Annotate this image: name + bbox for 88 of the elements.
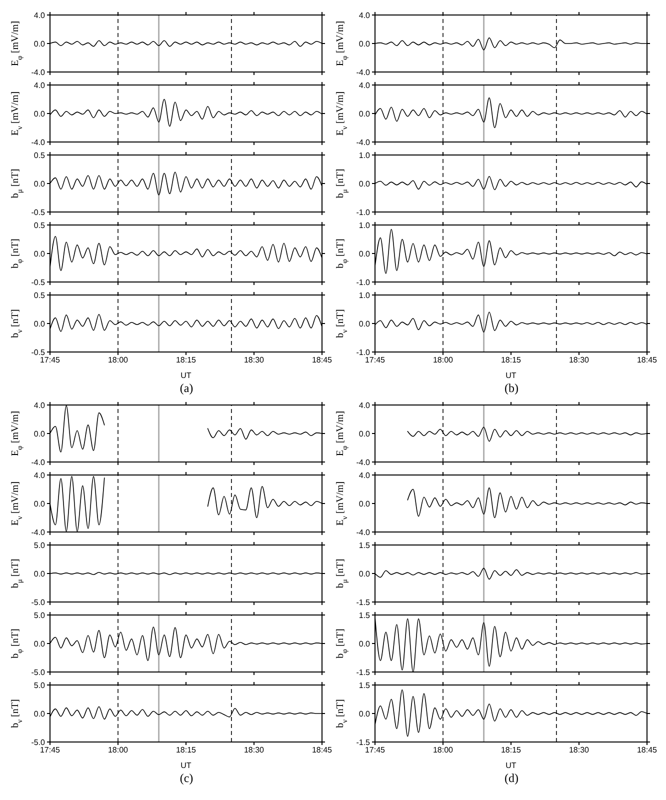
y-tick-label: 0.0 xyxy=(358,499,371,508)
x-tick-label: 18:45 xyxy=(636,746,658,755)
y-tick-label: 4.0 xyxy=(34,470,46,480)
y-tick-label: 0.0 xyxy=(358,249,371,258)
y-tick-label: 4.0 xyxy=(358,10,371,20)
x-tick-label: 18:00 xyxy=(432,356,454,365)
y-tick-label: -4.0 xyxy=(356,458,371,467)
y-tick-label: 1.5 xyxy=(358,540,371,550)
y-tick-label: 0.0 xyxy=(34,429,46,438)
y-tick-label: 0.0 xyxy=(358,179,371,188)
x-tick-label: 18:30 xyxy=(244,746,265,755)
y-tick-label: -0.5 xyxy=(31,208,46,217)
y-tick-label: -5.0 xyxy=(31,668,46,677)
x-tick-label: 18:30 xyxy=(568,746,590,755)
x-tick-label: 18:15 xyxy=(500,746,522,755)
y-tick-label: -4.0 xyxy=(31,68,46,77)
x-axis-title: UT xyxy=(506,371,516,380)
y-tick-label: -4.0 xyxy=(31,528,46,537)
x-axis-title: UT xyxy=(506,761,516,770)
x-tick-label: 18:00 xyxy=(108,746,129,755)
y-tick-label: 0.0 xyxy=(34,639,46,648)
y-tick-label: 1.0 xyxy=(358,290,371,300)
y-tick-label: 0.0 xyxy=(34,249,46,258)
y-tick-label: 0.5 xyxy=(34,220,46,230)
y-tick-label: 0.0 xyxy=(358,639,371,648)
y-tick-label: -4.0 xyxy=(31,458,46,467)
x-tick-label: 18:15 xyxy=(176,356,197,365)
y-tick-label: -1.5 xyxy=(356,598,371,607)
y-tick-label: 1.0 xyxy=(358,220,371,230)
y-tick-label: 0.0 xyxy=(358,109,371,118)
x-tick-label: 18:15 xyxy=(500,356,522,365)
y-tick-label: 4.0 xyxy=(34,400,46,410)
y-tick-label: -0.5 xyxy=(31,348,46,357)
y-tick-label: -1.0 xyxy=(356,208,371,217)
x-tick-label: 18:00 xyxy=(108,356,129,365)
y-tick-label: 0.0 xyxy=(34,179,46,188)
y-tick-label: 0.0 xyxy=(358,709,371,718)
x-axis-title: UT xyxy=(180,371,192,380)
y-tick-label: -4.0 xyxy=(356,138,371,147)
text: (c) xyxy=(180,771,194,785)
y-tick-label: -4.0 xyxy=(356,68,371,77)
text: (d) xyxy=(504,771,518,785)
x-tick-label: 17:45 xyxy=(40,746,61,755)
y-tick-label: -5.0 xyxy=(31,738,46,747)
y-tick-label: -1.5 xyxy=(356,738,371,747)
y-tick-label: -1.0 xyxy=(356,348,371,357)
y-tick-label: 0.0 xyxy=(34,569,46,578)
x-tick-label: 18:00 xyxy=(432,746,454,755)
y-tick-label: 0.0 xyxy=(34,499,46,508)
y-tick-label: -5.0 xyxy=(31,598,46,607)
y-tick-label: -0.5 xyxy=(31,278,46,287)
y-tick-label: 4.0 xyxy=(34,80,46,90)
text: (a) xyxy=(180,381,194,395)
x-tick-label: 18:30 xyxy=(244,356,265,365)
y-tick-label: 0.0 xyxy=(34,109,46,118)
y-tick-label: 0.0 xyxy=(358,319,371,328)
y-tick-label: 0.0 xyxy=(358,429,371,438)
x-tick-label: 17:45 xyxy=(364,356,386,365)
y-tick-label: -1.5 xyxy=(356,668,371,677)
x-tick-label: 18:45 xyxy=(636,356,658,365)
x-tick-label: 18:15 xyxy=(176,746,197,755)
y-tick-label: 0.5 xyxy=(34,150,46,160)
y-tick-label: 5.0 xyxy=(34,680,46,690)
y-tick-label: 1.5 xyxy=(358,680,371,690)
x-tick-label: 18:45 xyxy=(312,356,333,365)
y-tick-label: 0.0 xyxy=(358,569,371,578)
y-tick-label: 4.0 xyxy=(358,80,371,90)
y-tick-label: -4.0 xyxy=(356,528,371,537)
y-tick-label: 1.5 xyxy=(358,610,371,620)
y-tick-label: 0.0 xyxy=(34,319,46,328)
y-tick-label: 0.0 xyxy=(34,39,46,48)
x-tick-label: 18:30 xyxy=(568,356,590,365)
y-tick-label: -4.0 xyxy=(31,138,46,147)
y-tick-label: 1.0 xyxy=(358,150,371,160)
y-tick-label: 0.5 xyxy=(34,290,46,300)
y-tick-label: -1.0 xyxy=(356,278,371,287)
y-tick-label: 4.0 xyxy=(358,400,371,410)
y-tick-label: 4.0 xyxy=(358,470,371,480)
y-tick-label: 0.0 xyxy=(358,39,371,48)
y-tick-label: 4.0 xyxy=(34,10,46,20)
text: (b) xyxy=(504,381,518,395)
x-tick-label: 18:45 xyxy=(312,746,333,755)
x-axis-title: UT xyxy=(180,761,192,770)
x-tick-label: 17:45 xyxy=(40,356,61,365)
y-tick-label: 0.0 xyxy=(34,709,46,718)
x-tick-label: 17:45 xyxy=(364,746,386,755)
y-tick-label: 5.0 xyxy=(34,610,46,620)
y-tick-label: 5.0 xyxy=(34,540,46,550)
